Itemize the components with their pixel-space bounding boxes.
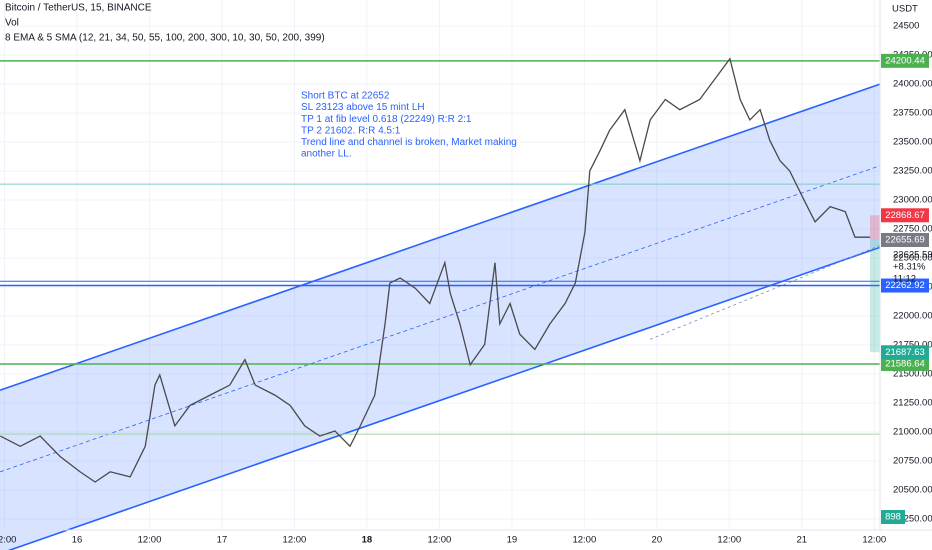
x-tick-label: 12:00 <box>428 535 452 546</box>
change: +8.31% <box>893 262 926 273</box>
x-tick-label: 18 <box>362 535 373 546</box>
x-tick-label: 12:00 <box>138 535 162 546</box>
y-tick-label: 20750.00 <box>893 456 932 467</box>
annotation: TP 2 21602. R:R 4.5:1 <box>301 125 401 136</box>
price-tag <box>881 53 929 68</box>
price-axis-panel <box>880 0 932 550</box>
price-tag <box>881 208 929 223</box>
price-line <box>0 57 871 483</box>
price-tag <box>881 232 929 247</box>
price-tag-label: 21687.63 <box>885 347 925 358</box>
x-tick-label: 19 <box>507 535 518 546</box>
countdown: 11:12 <box>893 274 916 285</box>
channel-lower <box>7 246 881 550</box>
x-tick-label: 16 <box>72 535 83 546</box>
y-tick-label: 22000.00 <box>893 311 932 322</box>
y-tick-label: 21000.00 <box>893 427 932 438</box>
axes: 20250.00 20500.00 20750.00 21000.00 21250.00… <box>0 21 932 546</box>
y-tick-label: 23250.00 <box>893 166 932 177</box>
y-tick-label: 22500.00 <box>893 253 932 264</box>
annotation: SL 23123 above 15 mint LH <box>301 102 425 113</box>
x-tick-label: 20 <box>652 535 663 546</box>
x-tick-label: 21 <box>796 535 807 546</box>
y-tick-label: 24500 <box>893 21 919 32</box>
price-tag-label: 22655.69 <box>885 235 925 246</box>
price-tag-label: 24200.44 <box>885 55 925 66</box>
y-tick-label: 23750.00 <box>893 108 932 119</box>
channel-middle <box>0 165 881 473</box>
last-price: 22625.59 <box>893 250 932 261</box>
indicator: 8 EMA & 5 SMA (12, 21, 34, 50, 55, 100, … <box>5 33 325 44</box>
y-tick-label: 23000.00 <box>893 195 932 206</box>
x-tick-label: 12:00 <box>0 535 16 546</box>
channel-fill <box>0 84 880 550</box>
unit: USDT <box>892 4 918 15</box>
channel-upper <box>0 83 881 391</box>
price-tag <box>881 356 929 371</box>
price-tag-label: 21586.64 <box>885 358 925 369</box>
position-profit <box>870 239 880 353</box>
x-tick-label: 12:00 <box>862 535 886 546</box>
annotation: Trend line and channel is broken, Market… <box>301 137 517 148</box>
y-tick-label: 21250.00 <box>893 398 932 409</box>
position-loss <box>870 215 880 240</box>
y-tick-label: 21500.00 <box>893 369 932 380</box>
chart-title: Bitcoin / TetherUS, 15, BINANCE <box>5 3 152 14</box>
y-tick-label: 20500.00 <box>893 485 932 496</box>
volume-tag <box>881 510 905 524</box>
x-tick-label: 12:00 <box>717 535 741 546</box>
annotation: Short BTC at 22652 <box>301 91 390 102</box>
volume-tag-label: 898 <box>885 512 901 523</box>
x-tick-label: 12:00 <box>283 535 307 546</box>
y-tick-label: 21750.00 <box>893 340 932 351</box>
y-tick-label: 20250.00 <box>893 513 932 524</box>
x-tick-label: 17 <box>217 535 228 546</box>
y-tick-label: 22750.00 <box>893 224 932 235</box>
price-tag <box>881 345 929 360</box>
annotation: TP 1 at fib level 0.618 (22249) R:R 2:1 <box>301 114 472 125</box>
x-tick-label: 12:00 <box>572 535 596 546</box>
y-tick-label: 24000.00 <box>893 79 932 90</box>
indicator: Vol <box>5 18 19 29</box>
price-tag-label: 22868.67 <box>885 210 925 221</box>
price-tag <box>881 278 929 293</box>
y-tick-label: 23500.00 <box>893 137 932 148</box>
price-tag-label: 22262.92 <box>885 280 925 291</box>
annotation: another LL. <box>301 149 352 160</box>
